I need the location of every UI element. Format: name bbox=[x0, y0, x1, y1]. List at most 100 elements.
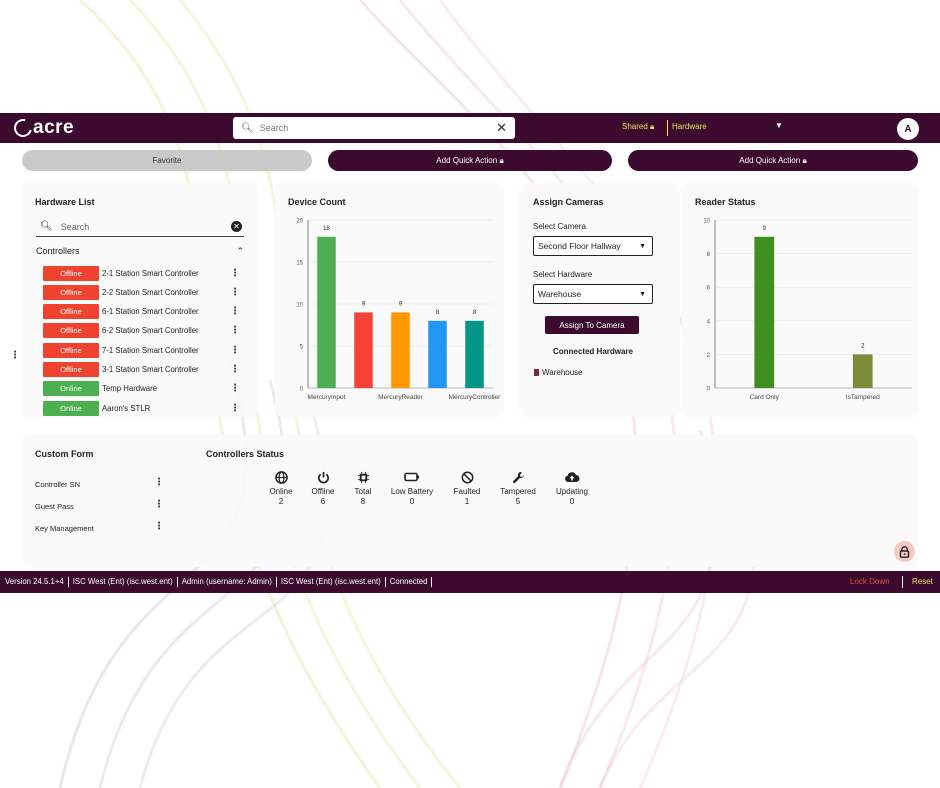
bar bbox=[465, 320, 484, 388]
avatar[interactable]: A bbox=[897, 118, 919, 140]
controllers-status-title: Controllers Status bbox=[206, 449, 285, 459]
stat-tampered[interactable]: Tampered 5 bbox=[493, 469, 543, 506]
more-vert-icon[interactable]: ⋮ bbox=[154, 521, 164, 532]
hardware-search[interactable]: 🔍︎ Search ✕ bbox=[36, 217, 244, 237]
more-vert-icon[interactable]: ⋮ bbox=[230, 325, 240, 337]
hardware-list-item[interactable]: Offline 6-2 Station Smart Controller ⋮ bbox=[43, 323, 244, 339]
lock-button[interactable] bbox=[894, 541, 915, 562]
close-icon[interactable]: ✕ bbox=[496, 120, 507, 135]
status-badge: Offline bbox=[43, 323, 99, 339]
camera-select[interactable]: Second Floor Hallway ▼ bbox=[533, 236, 653, 256]
hardware-list-item[interactable]: Online Temp Hardware ⋮ bbox=[43, 381, 244, 397]
more-vert-icon[interactable]: ⋮ bbox=[230, 383, 240, 395]
hardware-list-item[interactable]: Online Aaron's STLR ⋮ bbox=[43, 400, 244, 416]
controllers-section-header[interactable]: Controllers ⌃ bbox=[36, 246, 244, 256]
stat-value: 0 bbox=[409, 497, 415, 506]
logo-ring-icon bbox=[10, 115, 36, 141]
connected-hardware-item[interactable]: Warehouse bbox=[534, 368, 583, 377]
topbar-divider bbox=[667, 120, 668, 136]
hardware-name: 7-1 Station Smart Controller bbox=[102, 345, 199, 355]
global-search[interactable]: 🔍︎ ✕ bbox=[233, 117, 515, 139]
custom-form-item[interactable]: Guest Pass bbox=[35, 502, 74, 511]
cloud-upload-icon bbox=[547, 469, 597, 485]
caret-down-icon[interactable]: ▼ bbox=[775, 121, 783, 130]
x-tick-label: MercuryReader bbox=[378, 394, 424, 401]
stat-offline[interactable]: Offline 6 bbox=[298, 469, 348, 506]
lock-down-button[interactable]: Lock Down bbox=[850, 577, 890, 586]
device-count-card: Device Count 0 5 10 15 20 18 MercuryInput 9 9 Mer… bbox=[275, 183, 503, 417]
hardware-list-item[interactable]: Offline 7-1 Station Smart Controller ⋮ bbox=[43, 342, 244, 358]
status-badge: Offline bbox=[43, 284, 99, 300]
hardware-select-box[interactable]: Warehouse ▼ bbox=[533, 284, 653, 304]
y-tick-label: 5 bbox=[300, 345, 304, 351]
y-tick-label: 20 bbox=[296, 219, 303, 225]
clear-search-icon[interactable]: ✕ bbox=[231, 221, 242, 232]
stat-low-battery[interactable]: Low Battery 0 bbox=[387, 469, 437, 506]
hardware-name: 2-1 Station Smart Controller bbox=[102, 268, 199, 278]
custom-form-item[interactable]: Controller SN bbox=[35, 480, 81, 489]
more-vert-icon[interactable]: ⋮ bbox=[230, 306, 240, 318]
search-icon: 🔍︎ bbox=[241, 122, 254, 134]
side-menu-dots-icon[interactable]: ⋮ bbox=[10, 350, 20, 361]
stat-label: Updating bbox=[555, 487, 589, 496]
more-vert-icon[interactable]: ⋮ bbox=[230, 364, 240, 375]
lock-icon: 🔒︎ bbox=[499, 155, 504, 165]
hardware-select[interactable]: Hardware bbox=[672, 122, 707, 131]
hardware-list-card: Hardware List 🔍︎ Search ✕ Controllers ⌃ … bbox=[22, 183, 258, 417]
stat-label: Online bbox=[269, 487, 293, 496]
favorite-button[interactable]: Favorite bbox=[22, 150, 312, 171]
stat-total[interactable]: Total 8 bbox=[338, 469, 388, 506]
more-vert-icon[interactable]: ⋮ bbox=[230, 286, 240, 298]
hardware-select-value: Warehouse bbox=[538, 289, 582, 299]
more-vert-icon[interactable]: ⋮ bbox=[230, 344, 240, 356]
hardware-name: 6-2 Station Smart Controller bbox=[102, 326, 199, 336]
stat-label: Total bbox=[354, 487, 372, 496]
hardware-list-title: Hardware List bbox=[35, 197, 95, 207]
bar bbox=[852, 354, 873, 388]
connection-status: Connected bbox=[386, 577, 433, 587]
server-text: ISC West (Ent) (isc.west.ent) bbox=[69, 577, 178, 587]
more-vert-icon[interactable]: ⋮ bbox=[230, 402, 240, 414]
hardware-name: Aaron's STLR bbox=[102, 403, 151, 413]
lock-icon bbox=[899, 545, 910, 558]
hardware-search-input[interactable]: Search bbox=[60, 221, 90, 232]
bar bbox=[391, 312, 410, 388]
stat-online[interactable]: Online 2 bbox=[256, 469, 306, 506]
acre-logo[interactable]: acre bbox=[10, 115, 74, 141]
stat-value: 8 bbox=[360, 497, 366, 506]
global-search-input[interactable] bbox=[259, 123, 497, 133]
shared-label[interactable]: Shared 🔒︎ bbox=[622, 122, 654, 132]
hardware-list-item[interactable]: Offline 2-2 Station Smart Controller ⋮ bbox=[43, 284, 244, 300]
reader-status-card: Reader Status 0 2 4 6 8 10 9 Card Only 2 IsTamper… bbox=[682, 183, 918, 417]
controllers-label: Controllers bbox=[36, 246, 80, 256]
more-vert-icon[interactable]: ⋮ bbox=[230, 267, 240, 279]
battery-icon bbox=[387, 469, 437, 485]
hardware-list-item[interactable]: Offline 2-1 Station Smart Controller ⋮ bbox=[43, 265, 244, 281]
hardware-list-item[interactable]: Offline 6-1 Station Smart Controller ⋮ bbox=[43, 304, 244, 320]
custom-form-item[interactable]: Key Management bbox=[35, 524, 94, 533]
assign-to-camera-button[interactable]: Assign To Camera bbox=[545, 316, 639, 334]
stat-updating[interactable]: Updating 0 bbox=[547, 469, 597, 506]
device-count-chart: 0 5 10 15 20 18 MercuryInput 9 9 MercuryReader 8 8 M… bbox=[296, 219, 501, 402]
stat-faulted[interactable]: Faulted 1 bbox=[442, 469, 492, 506]
hardware-name: 2-2 Station Smart Controller bbox=[102, 287, 199, 297]
add-quick-action-button-1[interactable]: Add Quick Action 🔒︎ bbox=[328, 150, 612, 171]
top-bar: acre 🔍︎ ✕ Shared 🔒︎ Hardware ▼ A bbox=[0, 113, 940, 143]
hardware-name: Temp Hardware bbox=[102, 384, 158, 394]
version-text: Version 24.5.1+4 bbox=[0, 577, 69, 587]
chevron-up-icon[interactable]: ⌃ bbox=[236, 246, 244, 256]
hardware-name: 3-1 Station Smart Controller bbox=[102, 365, 199, 374]
more-vert-icon[interactable]: ⋮ bbox=[154, 477, 164, 488]
favorite-label: Favorite bbox=[152, 156, 182, 165]
y-tick-label: 0 bbox=[707, 387, 711, 393]
assign-cameras-title: Assign Cameras bbox=[533, 197, 604, 207]
more-vert-icon[interactable]: ⋮ bbox=[154, 499, 164, 510]
stat-label: Faulted bbox=[453, 487, 481, 496]
stat-value: 5 bbox=[515, 497, 521, 506]
reset-button[interactable]: Reset bbox=[912, 577, 933, 586]
hardware-list-item[interactable]: Offline 3-1 Station Smart Controller ⋮ bbox=[43, 362, 244, 378]
add-quick-action-button-2[interactable]: Add Quick Action 🔒︎ bbox=[628, 150, 918, 171]
power-icon bbox=[298, 469, 348, 485]
reader-status-chart: 0 2 4 6 8 10 9 Card Only 2 IsTampered bbox=[703, 219, 912, 401]
app-window: acre 🔍︎ ✕ Shared 🔒︎ Hardware ▼ A Favorit… bbox=[0, 113, 940, 594]
